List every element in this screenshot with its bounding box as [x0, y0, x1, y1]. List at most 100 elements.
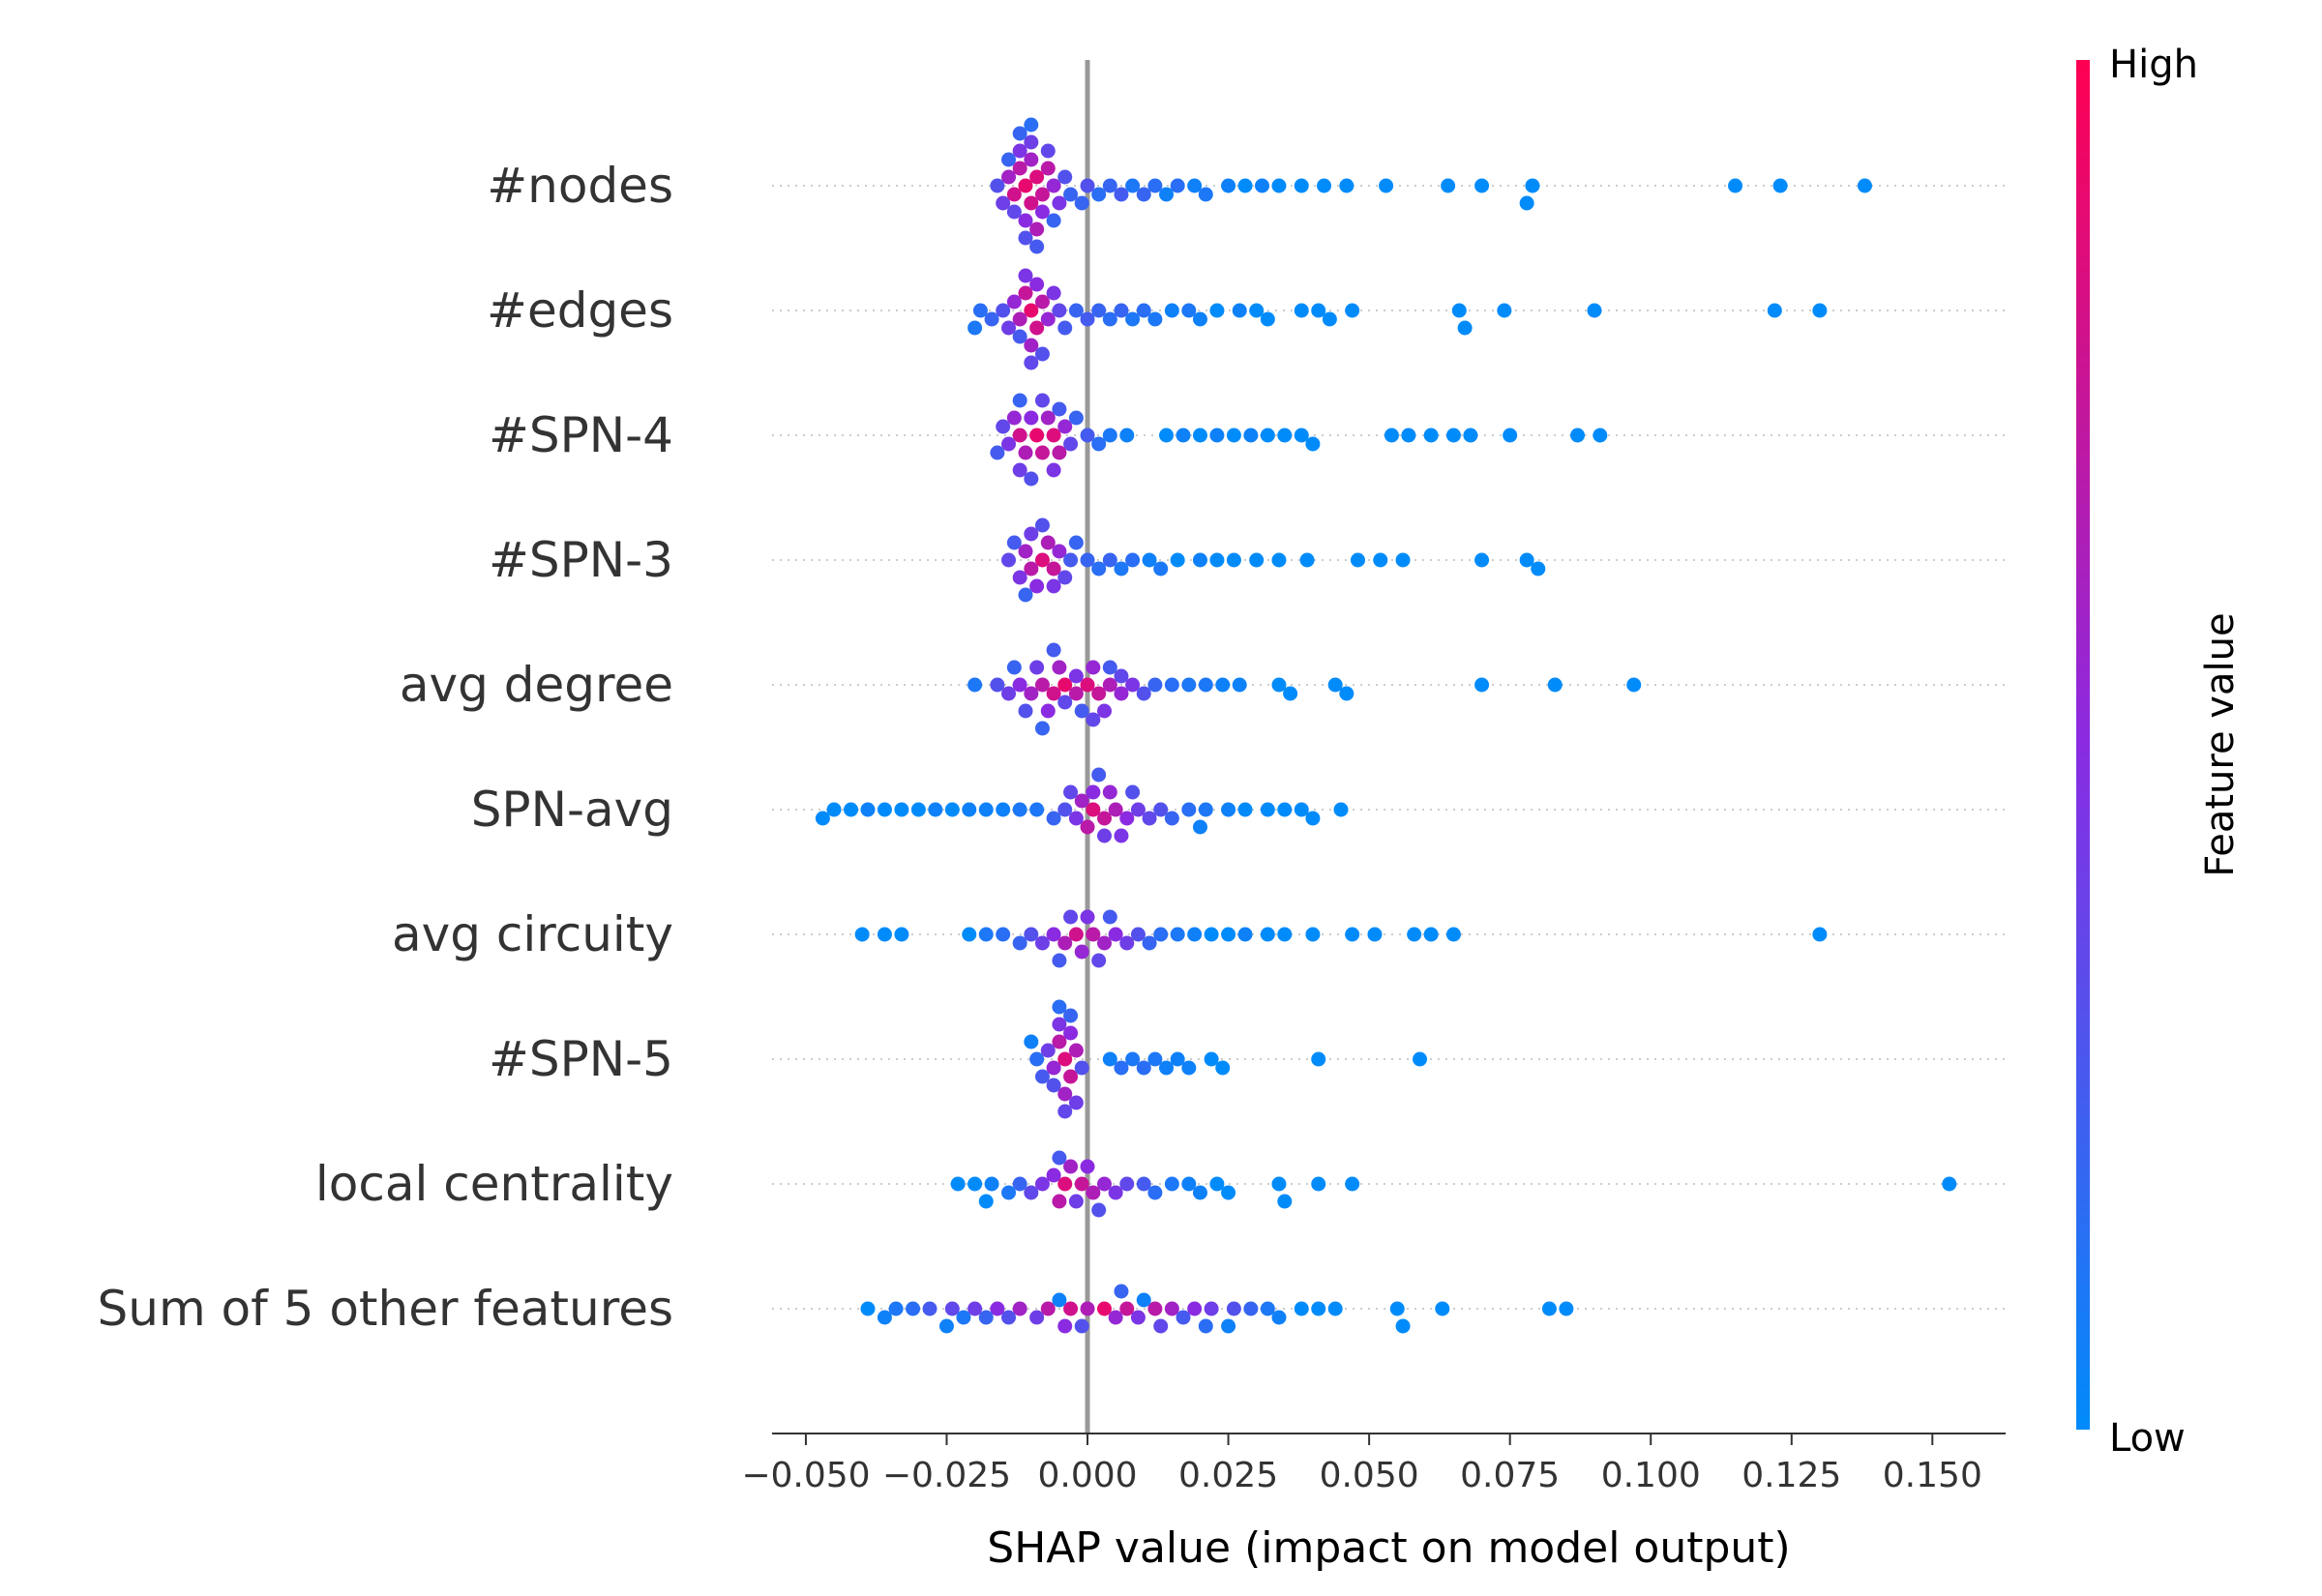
shap-point	[1389, 1301, 1405, 1316]
shap-point	[1040, 410, 1056, 426]
shap-point	[944, 1301, 960, 1316]
shap-point	[1063, 1301, 1079, 1316]
shap-point	[1074, 944, 1089, 960]
shap-point	[1057, 320, 1073, 336]
shap-point	[1772, 178, 1788, 193]
shap-point	[1114, 561, 1129, 576]
shap-point	[1812, 303, 1828, 318]
feature-label: Sum of 5 other features	[98, 1281, 673, 1337]
shap-point	[978, 1310, 994, 1325]
shap-point	[1221, 927, 1236, 942]
shap-point	[1311, 1301, 1326, 1316]
shap-point	[894, 927, 909, 942]
shap-point	[1040, 143, 1056, 159]
shap-point	[968, 320, 983, 336]
shap-point	[1327, 677, 1343, 693]
shap-point	[1441, 178, 1456, 193]
shap-point	[1091, 953, 1107, 968]
shap-point	[1181, 677, 1197, 693]
shap-point	[1029, 802, 1045, 817]
shap-point	[1142, 552, 1157, 568]
shap-point	[1080, 677, 1095, 693]
feature-label: #nodes	[487, 158, 673, 214]
shap-point	[956, 1310, 971, 1325]
shap-point	[1029, 1310, 1045, 1325]
shap-point	[1277, 428, 1293, 443]
shap-point	[1271, 1310, 1287, 1325]
shap-point	[1068, 927, 1084, 942]
feature-label: avg circuity	[392, 906, 673, 962]
shap-point	[1063, 1025, 1079, 1041]
shap-point	[1164, 1301, 1179, 1316]
shap-point	[1170, 552, 1185, 568]
shap-point	[1086, 660, 1101, 675]
shap-point	[1283, 686, 1298, 701]
shap-point	[877, 1310, 892, 1325]
shap-point	[1080, 909, 1095, 925]
shap-point	[1086, 784, 1101, 800]
feature-label: #SPN-4	[489, 407, 673, 463]
shap-point	[1001, 169, 1017, 185]
shap-point	[1057, 1104, 1073, 1119]
shap-point	[1024, 134, 1039, 150]
shap-point	[1074, 1176, 1089, 1192]
shap-point	[968, 1301, 983, 1316]
shap-point	[1125, 178, 1141, 193]
shap-point	[860, 802, 876, 817]
shap-point	[1187, 927, 1203, 942]
shap-point	[1006, 294, 1022, 310]
shap-point	[1024, 338, 1039, 353]
shap-point	[1040, 703, 1056, 719]
shap-point	[1057, 695, 1073, 710]
shap-point	[1271, 677, 1287, 693]
shap-point	[1068, 410, 1084, 426]
shap-point	[1057, 570, 1073, 585]
shap-point	[1096, 703, 1112, 719]
feature-label: #SPN-3	[489, 532, 673, 588]
shap-point	[1091, 303, 1107, 318]
shap-point	[1052, 401, 1067, 417]
shap-point	[1277, 802, 1293, 817]
shap-point	[1114, 828, 1129, 843]
shap-point	[1108, 927, 1123, 942]
shap-point	[1497, 303, 1512, 318]
shap-point	[1119, 1301, 1135, 1316]
shap-point	[1074, 793, 1089, 809]
shap-point	[1018, 268, 1033, 283]
shap-point	[1119, 1176, 1135, 1192]
shap-point	[1057, 1051, 1073, 1067]
shap-point	[1153, 1318, 1169, 1334]
shap-point	[1024, 1034, 1039, 1049]
shap-point	[1249, 303, 1265, 318]
shap-point	[1091, 187, 1107, 202]
shap-point	[1181, 303, 1197, 318]
shap-point	[1147, 1301, 1163, 1316]
shap-point	[1063, 1159, 1079, 1174]
shap-point	[1068, 668, 1084, 684]
shap-point	[1153, 802, 1169, 817]
shap-point	[1057, 1086, 1073, 1102]
shap-point	[1373, 552, 1388, 568]
shap-point	[1080, 428, 1095, 443]
shap-point	[1063, 552, 1079, 568]
shap-point	[1012, 570, 1027, 585]
shap-point	[1181, 1060, 1197, 1076]
shap-point	[1260, 802, 1275, 817]
shap-point	[1063, 187, 1079, 202]
shap-point	[1204, 927, 1219, 942]
shap-point	[1074, 703, 1089, 719]
shap-point	[1034, 552, 1050, 568]
shap-point	[1046, 642, 1061, 658]
feature-label: #SPN-5	[489, 1031, 673, 1087]
row-guide-lines	[772, 185, 2006, 1310]
shap-point	[1052, 1017, 1067, 1032]
shap-point	[1057, 419, 1073, 434]
shap-point	[1379, 178, 1394, 193]
shap-point	[1040, 1043, 1056, 1058]
shap-point	[1271, 552, 1287, 568]
shap-point	[1271, 178, 1287, 193]
shap-point	[1243, 1301, 1259, 1316]
x-tick-label: 0.025	[1178, 1456, 1278, 1495]
shap-point	[1052, 1034, 1067, 1049]
shap-point	[1096, 1176, 1112, 1192]
